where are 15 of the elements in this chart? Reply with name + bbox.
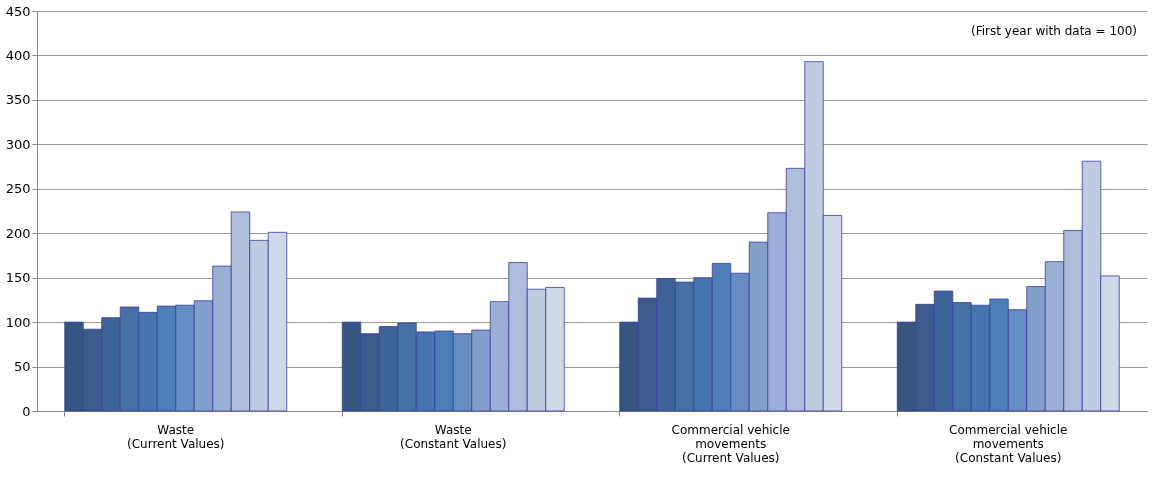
x-tick-label: Waste (Constant Values) (400, 422, 507, 451)
y-tick-label: 200 (5, 225, 31, 241)
y-tick-label: 100 (5, 314, 31, 330)
y-tick-label: 350 (5, 92, 31, 108)
y-tick-label: 50 (13, 359, 31, 375)
y-tick-label: 300 (5, 136, 31, 152)
y-tick-label: 250 (5, 181, 31, 197)
x-tick-label: Commercial vehicle movements (Current Values) (671, 422, 790, 465)
annotation: (First year with data = 100) (971, 24, 1137, 38)
x-tick-label: Waste (Current Values) (127, 422, 225, 451)
y-tick-label: 400 (5, 47, 31, 63)
y-tick-label: 450 (5, 3, 31, 19)
y-tick-label: 0 (22, 403, 31, 419)
x-tick-label: Commercial vehicle movements (Constant Values) (949, 422, 1068, 465)
y-tick-label: 150 (5, 270, 31, 286)
